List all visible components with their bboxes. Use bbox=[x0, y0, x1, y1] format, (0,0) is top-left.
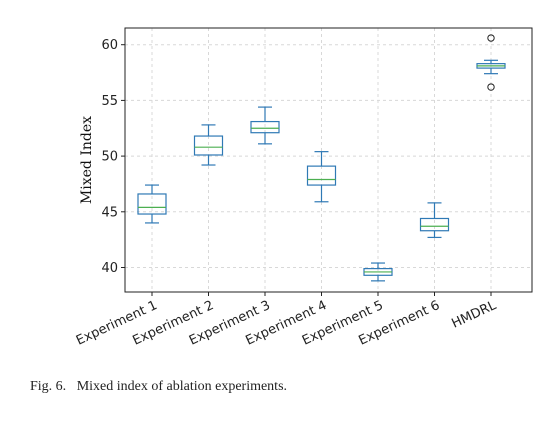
outlier-point bbox=[487, 34, 495, 42]
caption-text: Mixed index of ablation experiments. bbox=[76, 379, 288, 394]
y-tick-label: 55 bbox=[101, 94, 118, 109]
y-tick-label: 50 bbox=[101, 150, 118, 165]
iqr-box bbox=[250, 120, 280, 134]
x-tick-label: HMDRL bbox=[449, 298, 499, 332]
outlier-point bbox=[487, 83, 495, 91]
y-tick-label: 45 bbox=[101, 205, 118, 220]
iqr-box bbox=[306, 165, 337, 186]
caption-label: Fig. 6. bbox=[30, 379, 67, 394]
y-tick-label: 60 bbox=[101, 38, 118, 53]
figure-caption: Fig. 6. Mixed index of ablation experime… bbox=[30, 379, 287, 395]
iqr-box bbox=[419, 217, 450, 232]
plot-frame bbox=[124, 27, 533, 293]
iqr-box bbox=[137, 193, 167, 215]
y-tick-label: 40 bbox=[101, 261, 118, 276]
iqr-box bbox=[193, 135, 224, 156]
y-axis-label: Mixed Index bbox=[79, 116, 95, 204]
